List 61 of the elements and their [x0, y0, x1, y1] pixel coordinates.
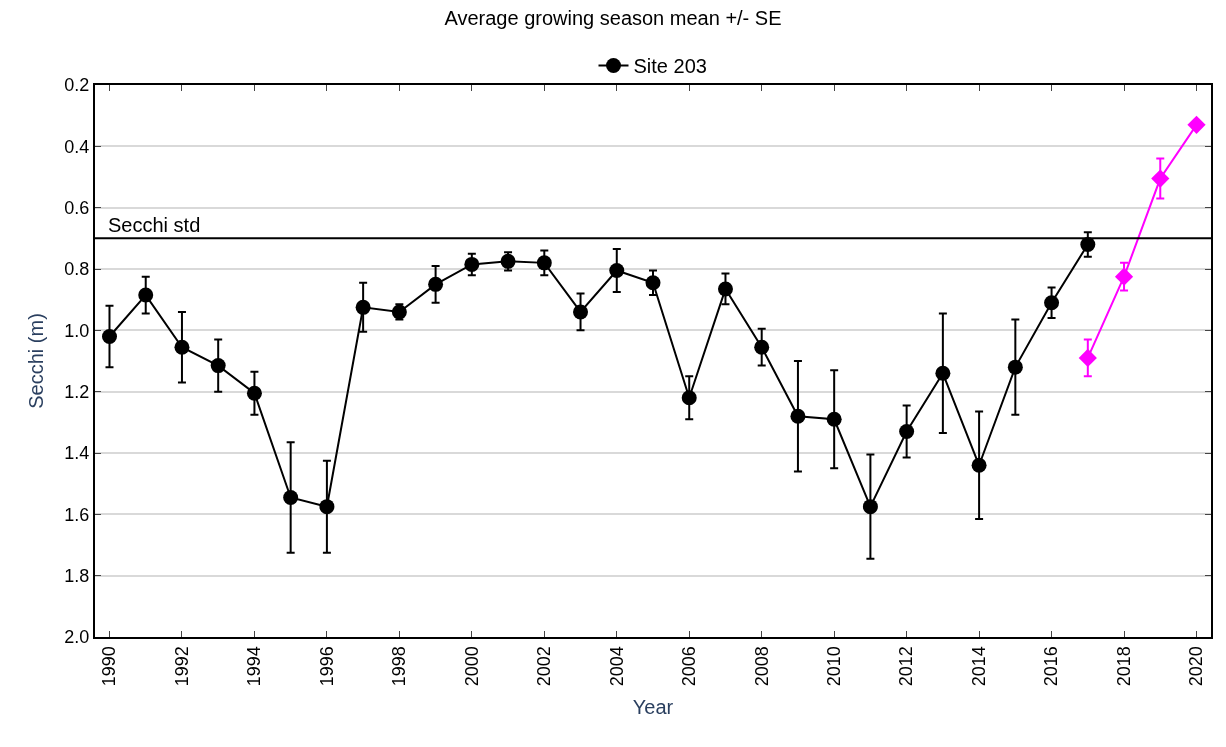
point [283, 489, 299, 505]
y-tick-label: 0.4 [64, 136, 90, 157]
x-tick-label: 2010 [824, 646, 845, 687]
y-tick-label: 1.6 [64, 504, 90, 525]
y-tick-label: 1.0 [64, 320, 90, 341]
x-tick-label: 2008 [751, 646, 772, 687]
point [790, 408, 806, 424]
point [573, 304, 589, 320]
point [609, 263, 625, 279]
point [174, 339, 190, 355]
point [210, 358, 226, 374]
y-tick-label: 0.6 [64, 197, 90, 218]
point [826, 411, 842, 427]
x-tick-label: 2016 [1041, 646, 1062, 687]
y-tick-label: 1.8 [64, 565, 90, 586]
x-tick-label: 2018 [1113, 646, 1134, 687]
point [138, 287, 154, 303]
x-tick-label: 2000 [461, 646, 482, 687]
x-tick-label: 2020 [1186, 646, 1207, 687]
x-tick-label: 2004 [606, 646, 627, 687]
point [464, 256, 480, 272]
y-tick-label: 1.2 [64, 381, 90, 402]
x-tick-label: 1992 [171, 646, 192, 687]
x-tick-label: 1990 [99, 646, 120, 687]
point [1007, 359, 1023, 375]
point [754, 339, 770, 355]
x-tick-label: 1998 [389, 646, 410, 687]
x-tick-label: 2014 [968, 646, 989, 687]
point [971, 457, 987, 473]
x-tick-label: 2002 [534, 646, 555, 687]
y-tick-label: 0.2 [64, 75, 90, 96]
point [935, 365, 951, 381]
point [1078, 348, 1097, 368]
chart-title: Average growing season mean +/- SE [444, 7, 782, 30]
point [899, 424, 915, 440]
y-tick-label: 1.4 [64, 443, 90, 464]
point [1151, 169, 1170, 188]
point [246, 385, 262, 401]
x-tick-label: 1996 [316, 646, 337, 687]
ref-line-label: Secchi std [108, 214, 201, 236]
point [1187, 115, 1206, 134]
point [536, 255, 552, 271]
y-axis-title: Secchi (m) [25, 313, 48, 409]
point [355, 299, 371, 315]
x-axis-title: Year [632, 696, 674, 719]
legend-label: Site 203 [633, 55, 707, 78]
point [1080, 236, 1096, 252]
point [681, 390, 697, 406]
point [1044, 295, 1060, 311]
point [319, 499, 335, 515]
point [1114, 267, 1134, 286]
point [862, 499, 878, 515]
y-tick-label: 2.0 [64, 627, 90, 648]
point [645, 275, 661, 291]
point [428, 276, 444, 292]
point [102, 328, 117, 344]
point [717, 281, 733, 297]
x-tick-label: 2012 [896, 646, 917, 687]
x-tick-label: 2006 [679, 646, 700, 687]
y-tick-label: 0.8 [64, 259, 90, 280]
x-tick-label: 1994 [244, 646, 265, 687]
